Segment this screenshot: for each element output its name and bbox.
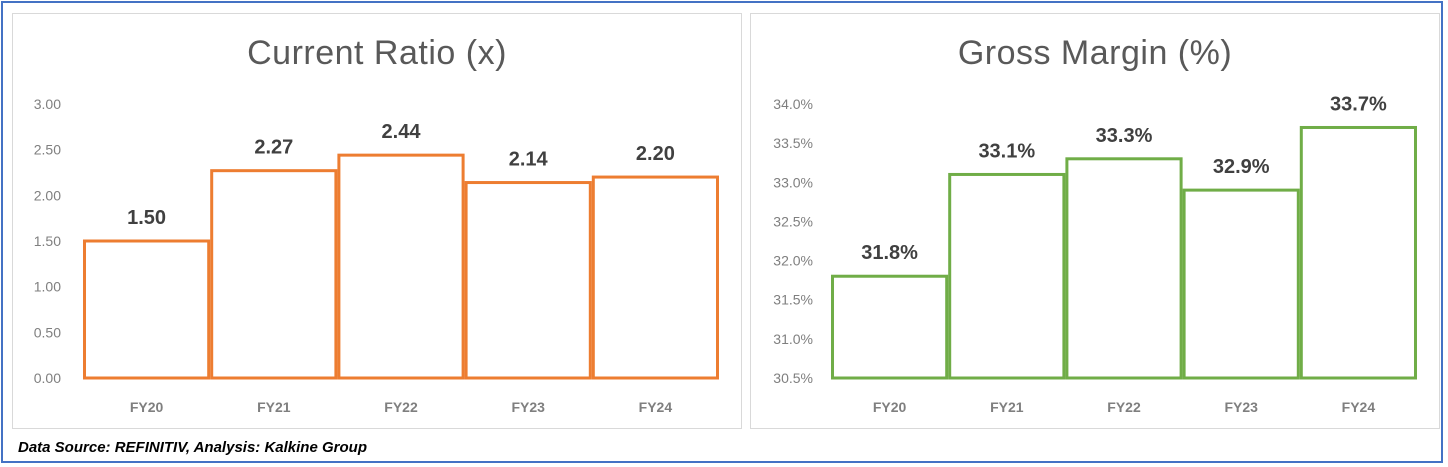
x-tick-label: FY22 [1107,399,1141,415]
data-label: 31.8% [861,242,918,264]
current-ratio-plot: 0.00 0.50 1.00 1.50 2.00 2.50 3.00 1.50 FY20 2.27… [34,96,719,415]
y-tick-label: 1.50 [34,233,61,249]
bar-fy21 [210,169,338,380]
data-label: 2.20 [636,143,675,165]
data-label: 1.50 [127,207,166,229]
y-tick-label: 2.00 [34,187,61,203]
y-tick-label: 32.5% [773,213,813,229]
data-label: 33.1% [978,140,1035,162]
current-ratio-chart: Current Ratio (x) 0.00 0.50 1.00 1.50 2.00 2.… [12,13,742,429]
chart-title: Gross Margin (%) [957,34,1233,72]
chart-title: Current Ratio (x) [247,34,507,72]
y-tick-label: 33.5% [773,135,813,151]
bar-fy24 [1299,125,1417,380]
bar-fy22 [337,153,465,380]
y-tick-label: 3.00 [34,96,61,112]
y-tick-label: 31.5% [773,292,813,308]
data-label: 2.14 [509,149,549,171]
bar-fy20 [831,274,949,380]
data-label: 2.27 [254,137,293,159]
bar-fy20 [83,239,211,380]
y-tick-label: 33.0% [773,174,813,190]
y-tick-label: 32.0% [773,253,813,269]
x-tick-label: FY21 [990,399,1024,415]
data-label: 33.7% [1330,93,1387,115]
data-source-note: Data Source: REFINITIV, Analysis: Kalkin… [18,439,367,456]
x-tick-label: FY23 [511,399,545,415]
data-label: 33.3% [1096,125,1153,147]
bar-fy24 [591,175,719,380]
y-tick-label: 34.0% [773,96,813,112]
data-label: 2.44 [382,121,422,143]
gross-margin-plot: 30.5% 31.0% 31.5% 32.0% 32.5% 33.0% 33.5% 34.0%… [773,93,1417,415]
data-label: 32.9% [1213,156,1270,178]
x-tick-label: FY22 [384,399,418,415]
x-tick-label: FY20 [873,399,907,415]
bar-fy23 [464,181,592,380]
x-tick-label: FY23 [1224,399,1258,415]
y-tick-label: 0.50 [34,324,61,340]
x-tick-label: FY20 [130,399,164,415]
bar-fy22 [1065,157,1183,380]
y-tick-label: 1.00 [34,279,61,295]
x-tick-label: FY24 [1342,399,1376,415]
y-tick-label: 2.50 [34,142,61,158]
x-tick-label: FY21 [257,399,291,415]
bar-fy21 [948,172,1066,380]
y-tick-label: 31.0% [773,331,813,347]
bar-fy23 [1182,188,1300,380]
gross-margin-chart: Gross Margin (%) 30.5% 31.0% 31.5% 32.0% 32.… [750,13,1440,429]
y-tick-label: 30.5% [773,370,813,386]
x-tick-label: FY24 [639,399,673,415]
y-tick-label: 0.00 [34,370,61,386]
